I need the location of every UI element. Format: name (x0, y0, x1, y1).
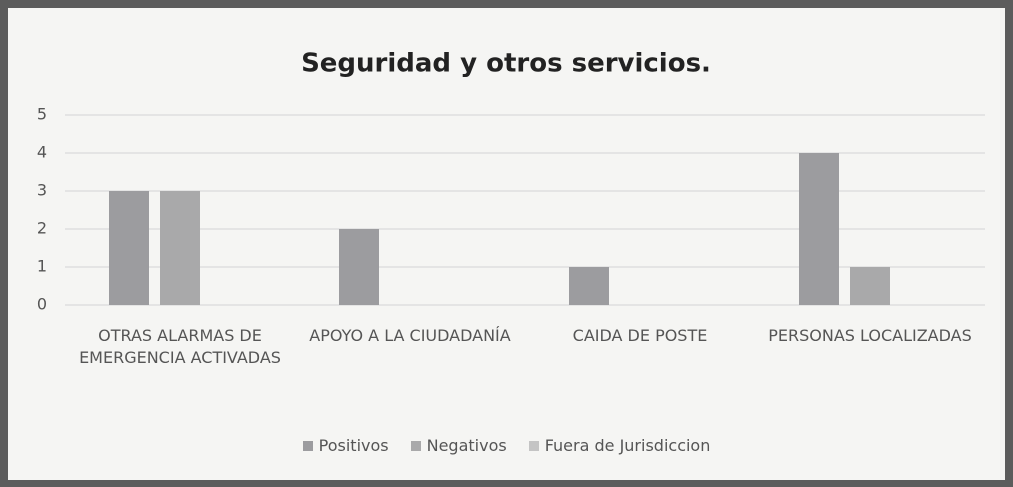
legend: Positivos Negativos Fuera de Jurisdiccion (0, 436, 1013, 455)
bar (799, 153, 839, 305)
legend-item: Positivos (302, 436, 389, 455)
bar (160, 191, 200, 305)
bar (339, 229, 379, 305)
legend-item: Fuera de Jurisdiccion (528, 436, 711, 455)
y-tick-label: 2 (37, 219, 47, 238)
y-tick-label: 0 (37, 295, 47, 314)
chart-title: Seguridad y otros servicios. (301, 49, 711, 79)
legend-label: Positivos (318, 436, 389, 455)
bar (569, 267, 609, 305)
x-tick-label: APOYO A LA CIUDADANÍA (309, 326, 511, 345)
legend-swatch (410, 440, 421, 451)
bar (850, 267, 890, 305)
y-tick-label: 1 (37, 257, 47, 276)
y-tick-label: 5 (37, 105, 47, 124)
legend-label: Fuera de Jurisdiccion (544, 436, 711, 455)
x-tick-label: PERSONAS LOCALIZADAS (768, 326, 972, 345)
legend-swatch (302, 440, 313, 451)
bar (109, 191, 149, 305)
x-tick-label: OTRAS ALARMAS DE EMERGENCIA ACTIVADAS (79, 326, 281, 367)
y-tick-label: 3 (37, 181, 47, 200)
legend-label: Negativos (426, 436, 507, 455)
legend-item: Negativos (410, 436, 507, 455)
x-tick-label: CAIDA DE POSTE (572, 326, 708, 345)
legend-swatch (528, 440, 539, 451)
y-tick-label: 4 (37, 143, 47, 162)
